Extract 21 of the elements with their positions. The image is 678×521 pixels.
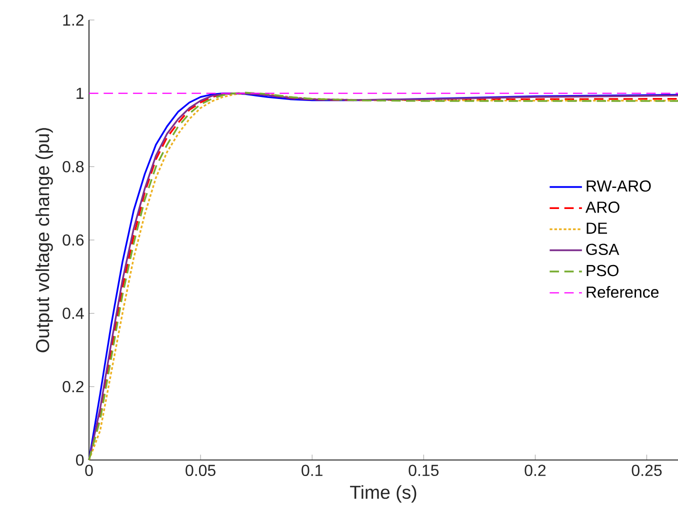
y-tick-label: 0.2 <box>62 381 84 392</box>
x-tick-label: 0 <box>85 464 93 476</box>
y-axis-title: Output voltage change (pu) <box>35 128 53 352</box>
legend-label: RW-ARO <box>586 180 651 192</box>
y-tick-label: 0.6 <box>62 234 84 246</box>
x-tick-label: 0.1 <box>302 464 322 476</box>
y-tick-label: 0.4 <box>62 308 84 319</box>
x-tick-label: 0.05 <box>186 464 216 476</box>
x-axis-title: Time (s) <box>350 485 416 503</box>
x-tick-label: 0.25 <box>632 464 662 476</box>
x-tick-label: 0.2 <box>524 464 546 476</box>
y-tick-label: 1.2 <box>63 14 84 26</box>
legend-label: ARO <box>585 202 620 213</box>
legend-label: DE <box>586 222 607 234</box>
legend-label: GSA <box>586 244 620 256</box>
y-tick-label: 1 <box>76 88 84 99</box>
legend-label: PSO <box>586 264 618 276</box>
y-tick-label: 0 <box>76 454 84 466</box>
y-tick-label: 0.8 <box>62 161 84 172</box>
legend-label: Reference <box>586 286 659 298</box>
x-tick-label: 0.15 <box>408 464 439 476</box>
